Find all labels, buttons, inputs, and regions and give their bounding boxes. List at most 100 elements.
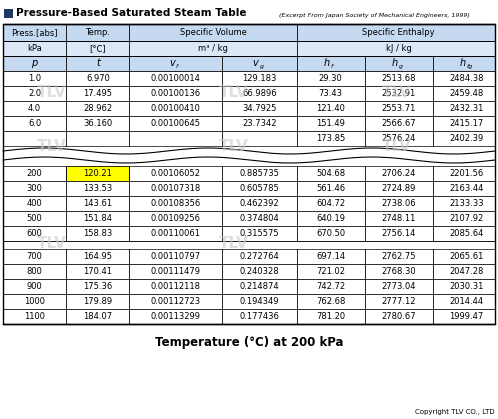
Text: 200: 200 xyxy=(27,169,42,178)
Text: 0.315575: 0.315575 xyxy=(240,229,279,238)
Text: 2030.31: 2030.31 xyxy=(449,282,484,291)
Text: 2777.12: 2777.12 xyxy=(381,297,416,306)
Text: 2773.04: 2773.04 xyxy=(381,282,416,291)
Text: 6.970: 6.970 xyxy=(86,74,110,83)
Text: 2756.14: 2756.14 xyxy=(381,229,416,238)
Bar xyxy=(3,294,495,309)
Text: 2085.64: 2085.64 xyxy=(449,229,484,238)
Text: v: v xyxy=(252,59,258,68)
Text: 73.43: 73.43 xyxy=(319,89,343,98)
Bar xyxy=(3,264,495,279)
Text: 400: 400 xyxy=(27,199,42,208)
Text: fg: fg xyxy=(467,64,473,69)
Text: 0.214874: 0.214874 xyxy=(240,282,279,291)
Text: Specific Enthalpy: Specific Enthalpy xyxy=(362,28,435,37)
Text: 151.49: 151.49 xyxy=(316,119,345,128)
Text: 700: 700 xyxy=(27,252,42,261)
Text: 2513.68: 2513.68 xyxy=(381,74,416,83)
Text: (Excerpt From Japan Society of Mechanical Engineers, 1999): (Excerpt From Japan Society of Mechanica… xyxy=(279,13,470,18)
Text: 1.0: 1.0 xyxy=(28,74,41,83)
Text: 170.41: 170.41 xyxy=(83,267,113,276)
Text: 604.72: 604.72 xyxy=(316,199,345,208)
Text: 0.00110797: 0.00110797 xyxy=(150,252,201,261)
Text: TLV: TLV xyxy=(37,85,67,100)
Text: 173.85: 173.85 xyxy=(316,134,345,143)
Text: 0.00109256: 0.00109256 xyxy=(151,214,201,223)
Text: 129.183: 129.183 xyxy=(242,74,276,83)
Text: 6.0: 6.0 xyxy=(28,119,41,128)
Bar xyxy=(3,24,495,324)
Text: TLV: TLV xyxy=(219,235,249,251)
Text: 34.7925: 34.7925 xyxy=(242,104,276,113)
Text: 561.46: 561.46 xyxy=(316,184,345,193)
Bar xyxy=(66,166,129,181)
Text: Copyright TLV CO., LTD: Copyright TLV CO., LTD xyxy=(415,409,495,415)
Text: 2576.24: 2576.24 xyxy=(381,134,416,143)
Text: 0.240328: 0.240328 xyxy=(240,267,279,276)
Text: 2402.39: 2402.39 xyxy=(449,134,484,143)
Bar xyxy=(3,56,495,71)
Text: 2459.48: 2459.48 xyxy=(449,89,484,98)
Text: 0.00100014: 0.00100014 xyxy=(151,74,201,83)
Bar xyxy=(3,181,495,196)
Text: 0.00108356: 0.00108356 xyxy=(150,199,201,208)
Text: 2.0: 2.0 xyxy=(28,89,41,98)
Text: 2201.56: 2201.56 xyxy=(449,169,484,178)
Text: 164.95: 164.95 xyxy=(83,252,113,261)
Text: 121.40: 121.40 xyxy=(316,104,345,113)
Text: 2415.17: 2415.17 xyxy=(449,119,484,128)
Text: 1999.47: 1999.47 xyxy=(449,312,484,321)
Text: 158.83: 158.83 xyxy=(83,229,113,238)
Text: h: h xyxy=(324,59,330,68)
Text: Press.[abs]: Press.[abs] xyxy=(11,28,58,37)
Text: 2014.44: 2014.44 xyxy=(449,297,484,306)
Bar xyxy=(3,41,495,56)
Text: 0.605785: 0.605785 xyxy=(240,184,279,193)
Text: p: p xyxy=(31,59,38,68)
Text: 742.72: 742.72 xyxy=(316,282,345,291)
Text: g: g xyxy=(398,64,402,69)
Text: 2532.91: 2532.91 xyxy=(381,89,416,98)
Text: TLV: TLV xyxy=(37,235,67,251)
Text: kPa: kPa xyxy=(27,44,42,53)
Text: 800: 800 xyxy=(27,267,42,276)
Text: 762.68: 762.68 xyxy=(316,297,345,306)
Text: 2566.67: 2566.67 xyxy=(381,119,416,128)
Text: 2768.30: 2768.30 xyxy=(381,267,416,276)
Text: 1000: 1000 xyxy=(24,297,45,306)
Text: 0.272764: 0.272764 xyxy=(240,252,279,261)
Text: Temp.: Temp. xyxy=(85,28,111,37)
Text: 2133.33: 2133.33 xyxy=(449,199,484,208)
Text: 0.462392: 0.462392 xyxy=(240,199,279,208)
Bar xyxy=(3,279,495,294)
Text: m³ / kg: m³ / kg xyxy=(198,44,228,53)
Text: f: f xyxy=(176,64,178,69)
Bar xyxy=(3,211,495,226)
Text: h: h xyxy=(459,59,466,68)
Text: 500: 500 xyxy=(27,214,42,223)
Text: 1100: 1100 xyxy=(24,312,45,321)
Text: Temperature (°C) at 200 kPa: Temperature (°C) at 200 kPa xyxy=(155,336,343,349)
Text: 175.36: 175.36 xyxy=(83,282,113,291)
Text: 2432.31: 2432.31 xyxy=(449,104,484,113)
Bar xyxy=(3,131,495,146)
Bar xyxy=(3,101,495,116)
Text: 2724.89: 2724.89 xyxy=(381,184,416,193)
Text: 2748.11: 2748.11 xyxy=(381,214,416,223)
Text: 0.00111479: 0.00111479 xyxy=(151,267,201,276)
Text: 2706.24: 2706.24 xyxy=(381,169,416,178)
Text: v: v xyxy=(169,59,175,68)
Bar xyxy=(3,71,495,86)
Text: 0.00112118: 0.00112118 xyxy=(151,282,201,291)
Text: 0.00100410: 0.00100410 xyxy=(151,104,201,113)
Text: 17.495: 17.495 xyxy=(83,89,113,98)
Text: 2163.44: 2163.44 xyxy=(449,184,484,193)
Text: TLV: TLV xyxy=(219,139,249,154)
Bar xyxy=(3,24,495,41)
Text: 0.00112723: 0.00112723 xyxy=(150,297,201,306)
Text: 2553.71: 2553.71 xyxy=(381,104,416,113)
Text: 23.7342: 23.7342 xyxy=(242,119,276,128)
Text: 721.02: 721.02 xyxy=(316,267,345,276)
Text: 2047.28: 2047.28 xyxy=(449,267,484,276)
Text: 697.14: 697.14 xyxy=(316,252,345,261)
